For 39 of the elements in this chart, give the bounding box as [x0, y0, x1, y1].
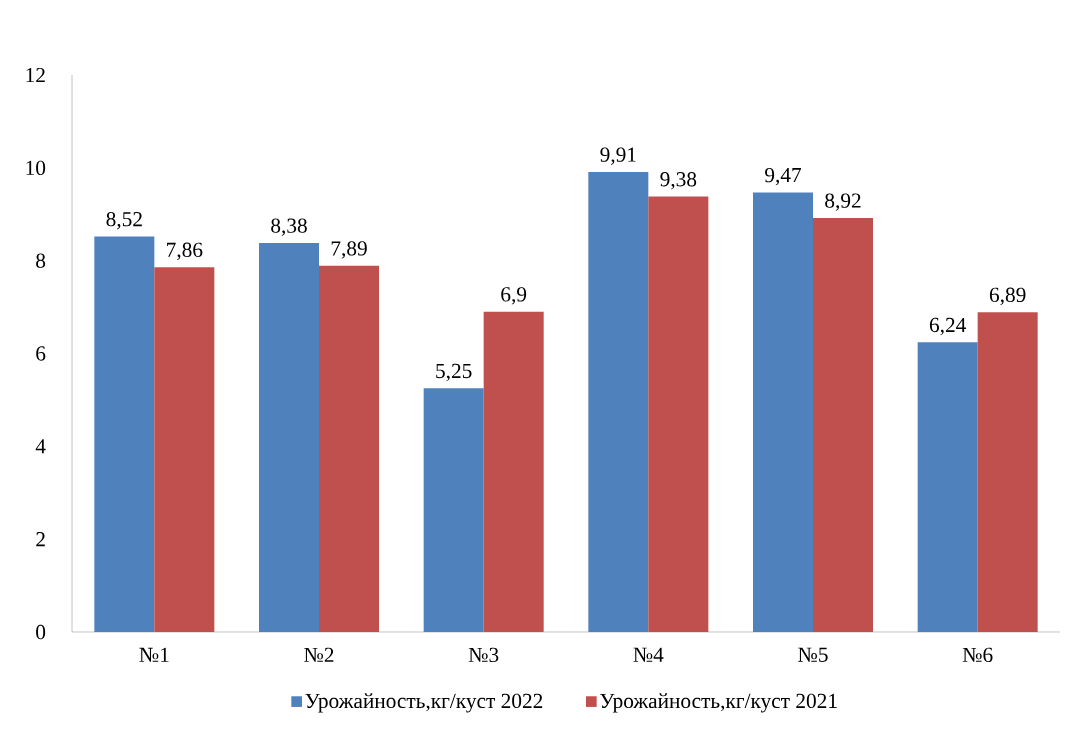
bar: [94, 236, 155, 632]
legend-label: Урожайность,кг/куст 2022: [305, 693, 543, 713]
x-tick-label: №5: [798, 647, 828, 662]
y-tick-label: 4: [35, 439, 46, 454]
bar: [319, 265, 380, 632]
bar: [483, 311, 544, 632]
data-label: 6,9: [501, 287, 527, 305]
data-label: 6,24: [929, 317, 966, 336]
x-tick-label: №2: [304, 647, 334, 662]
y-tick-label: 10: [26, 160, 46, 176]
bar: [154, 267, 215, 632]
x-tick-label: №1: [139, 647, 169, 662]
y-tick-label: 2: [36, 532, 45, 547]
data-label: 8,92: [825, 193, 861, 211]
bar: [917, 342, 978, 632]
data-label: 8,38: [271, 218, 307, 236]
data-label: 5,25: [436, 363, 472, 382]
x-tick-label: №3: [468, 647, 499, 663]
x-tick-label: №6: [962, 647, 993, 663]
y-tick-label: 0: [36, 624, 46, 640]
y-tick-label: 12: [26, 67, 45, 83]
bar: [648, 196, 709, 632]
bar: [977, 312, 1038, 632]
bar: [753, 192, 813, 632]
x-tick-label: №4: [633, 647, 664, 662]
bar: [423, 388, 484, 632]
data-label: 6,89: [989, 287, 1026, 306]
legend-label: Урожайность,кг/куст 2021: [600, 693, 837, 713]
data-label: 9,47: [765, 167, 802, 186]
data-label: 7,89: [331, 241, 367, 259]
y-tick-label: 6: [36, 346, 46, 361]
data-label: 9,91: [600, 147, 636, 165]
data-label: 9,38: [660, 172, 697, 190]
bar: [259, 243, 319, 632]
bar: [588, 172, 649, 632]
y-tick-label: 8: [36, 253, 46, 268]
bar: [813, 217, 873, 632]
data-label: 8,52: [106, 211, 142, 230]
data-label: 7,86: [167, 242, 203, 261]
